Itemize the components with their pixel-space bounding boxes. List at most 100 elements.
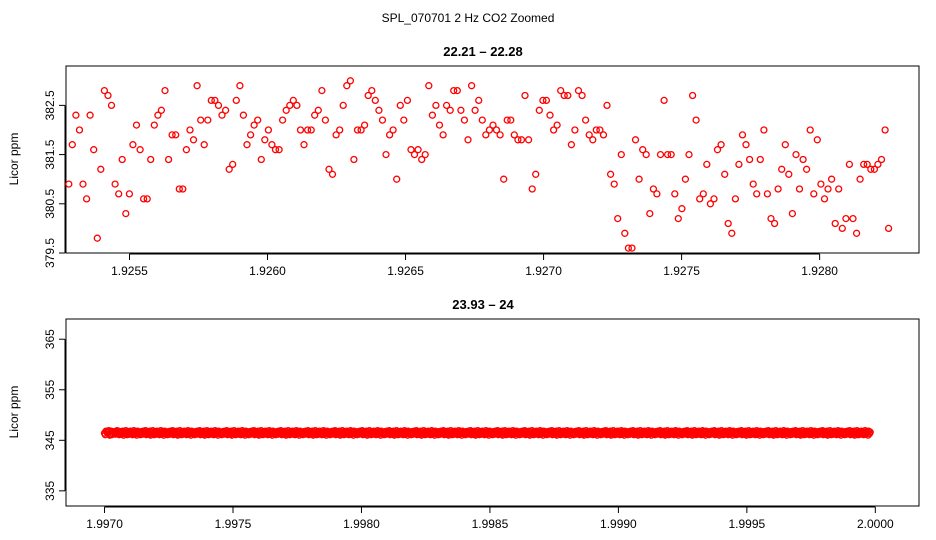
panel-top-data-point <box>357 126 365 134</box>
panel-top-data-point <box>122 209 130 218</box>
panel-top-data-point <box>296 126 305 134</box>
panel-top-data-point <box>795 185 804 193</box>
panel-top-data-point <box>649 185 658 193</box>
panel-top-data-point <box>65 180 73 188</box>
panel-top-data-point <box>393 175 401 183</box>
panel-top-data-point <box>325 165 333 173</box>
panel-top-data-point <box>360 121 369 129</box>
panel-top-data-point <box>289 96 297 105</box>
panel-top-data-point <box>688 91 697 100</box>
panel-top-data-point <box>778 165 786 173</box>
panel-top-data-point <box>207 96 215 105</box>
panel-top-data-point <box>211 96 219 105</box>
panel-top-data-point <box>179 185 187 193</box>
panel-top-data-point <box>104 91 112 100</box>
panel-top-data-point <box>118 155 126 164</box>
panel-top-data-point <box>874 160 882 169</box>
panel-top-data-point <box>492 126 501 134</box>
panel-top-y-tick-label: 380.5 <box>43 188 57 218</box>
panel-top-data-point <box>428 111 437 119</box>
panel-top-data-point <box>685 150 693 159</box>
panel-top-data-point <box>129 141 137 149</box>
panel-top-data-point <box>713 146 722 154</box>
panel-top-data-point <box>827 175 836 183</box>
panel-top-data-point <box>610 180 618 188</box>
panel-top-data-point <box>471 106 479 114</box>
panel-top-data-point <box>232 96 240 105</box>
panel-top-data-point <box>489 121 497 129</box>
panel-top-data-point <box>785 170 793 178</box>
panel-top-data-point <box>115 190 123 198</box>
panel-top-data-point <box>624 244 633 252</box>
panel-top-data-point <box>254 116 262 124</box>
panel-bottom-x-tick-label: 2.0000 <box>857 517 894 531</box>
panel-top-data-point <box>442 101 451 110</box>
panel-top-data-point <box>881 126 889 134</box>
panel-top-data-point <box>589 136 597 144</box>
panel-top-data-point <box>264 126 273 134</box>
panel-bottom-x-tick-label: 1.9980 <box>343 517 380 531</box>
panel-top-data-point <box>674 214 682 223</box>
panel-top-data-point <box>268 141 276 149</box>
panel-top-data-point <box>421 150 429 159</box>
panel-top-data-point <box>403 96 412 105</box>
panel-top-data-point <box>90 146 98 154</box>
panel-top-data-point <box>200 141 208 149</box>
panel-top-data-point <box>82 195 91 203</box>
panel-top-data-point <box>521 91 529 100</box>
panel-top-data-point <box>243 141 251 149</box>
panel-top-data-point <box>596 126 604 134</box>
panel-bottom-y-tick-label: 355 <box>43 379 57 399</box>
panel-top-data-point <box>425 82 433 90</box>
panel-top-data-point <box>435 121 444 129</box>
panel-top-x-tick-label: 1.9280 <box>801 264 838 278</box>
panel-top-data-point <box>724 219 732 228</box>
panel-top-data-point <box>842 214 850 223</box>
panel-top-data-point <box>642 150 650 159</box>
panel-top-data-point <box>168 131 176 139</box>
panel-top-data-point <box>257 155 265 164</box>
panel-top-data-point <box>728 229 736 237</box>
panel-top-data-point <box>161 86 169 95</box>
panel-top-data-point <box>139 195 148 203</box>
panel-top-data-point <box>824 185 832 193</box>
panel-top-data-point <box>557 86 565 95</box>
panel-top-data-point <box>820 195 829 203</box>
panel-top-data-point <box>275 146 283 154</box>
panel-top-data-point <box>706 200 715 208</box>
panel-top-data-point <box>817 180 825 188</box>
panel-top-data-point <box>617 150 625 159</box>
panel-top-data-point <box>753 190 761 198</box>
panel-top-data-point <box>68 141 76 149</box>
panel-top-data-point <box>389 126 397 134</box>
panel-top-data-point <box>278 116 287 124</box>
panel-top-data-point <box>136 146 144 154</box>
panel-top: 22.21 – 22.28 Licor ppm 1.9255 1.9260 1.92… <box>7 44 920 278</box>
panel-top-data-point <box>845 160 854 169</box>
panel-top-data-point <box>852 229 861 237</box>
panel-top-data-point <box>97 165 105 173</box>
panel-bottom-ylabel: Licor ppm <box>7 386 21 439</box>
panel-top-data-point <box>396 101 404 110</box>
panel-top-data-point <box>189 136 198 144</box>
panel-top-data-point <box>311 111 319 119</box>
panel-top-data-point <box>692 116 700 124</box>
panel-top-data-point <box>710 195 718 203</box>
panel-top-data-point <box>788 209 797 218</box>
panel-top-data-point <box>478 116 486 124</box>
panel-top-data-point <box>450 86 458 95</box>
panel-top-data-point <box>703 160 711 169</box>
panel-top-data-point <box>863 160 871 169</box>
panel-bottom-x-tick-label: 1.9975 <box>215 517 252 531</box>
panel-top-data-point <box>867 165 875 173</box>
panel-top-data-point <box>542 96 551 105</box>
panel-top-data-point <box>738 131 747 139</box>
panel-top-data-point <box>482 131 490 139</box>
panel-top-y-axis: 379.5 380.5 381.5 382.5 <box>43 90 66 268</box>
panel-top-data-point <box>767 214 775 223</box>
panel-top-data-point <box>414 146 422 154</box>
panel-top-plot-area <box>65 65 920 254</box>
panel-top-data-point <box>546 111 554 119</box>
panel-bottom-plot-area <box>65 318 920 507</box>
panel-top-x-tick-label: 1.9275 <box>663 264 700 278</box>
